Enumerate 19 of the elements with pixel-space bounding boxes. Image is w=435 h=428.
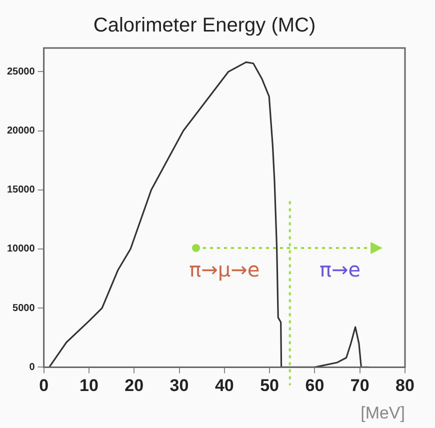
x-tick-label: 0: [39, 376, 49, 396]
annotation: π→e: [319, 258, 361, 282]
x-tick-label: 80: [396, 376, 414, 396]
x-tick-label: 10: [79, 376, 98, 396]
x-tick-label: 30: [170, 376, 189, 396]
chart-title: Calorimeter Energy (MC): [93, 14, 316, 37]
x-tick-label: 20: [124, 376, 144, 396]
x-tick-label: 40: [214, 376, 234, 396]
x-axis-title: [MeV]: [360, 403, 405, 422]
y-tick-label: 0: [29, 362, 36, 373]
y-tick-label: 15000: [6, 184, 36, 196]
x-tick-label: 50: [260, 376, 280, 396]
y-tick-label: 20000: [6, 126, 36, 137]
annotation: π→μ→e: [189, 258, 260, 282]
y-tick-label: 25000: [6, 66, 36, 78]
x-tick-label: 60: [305, 376, 324, 396]
x-tick-label: 70: [350, 376, 370, 396]
y-tick-label: 5000: [12, 302, 36, 314]
y-tick-label: 10000: [6, 244, 36, 255]
